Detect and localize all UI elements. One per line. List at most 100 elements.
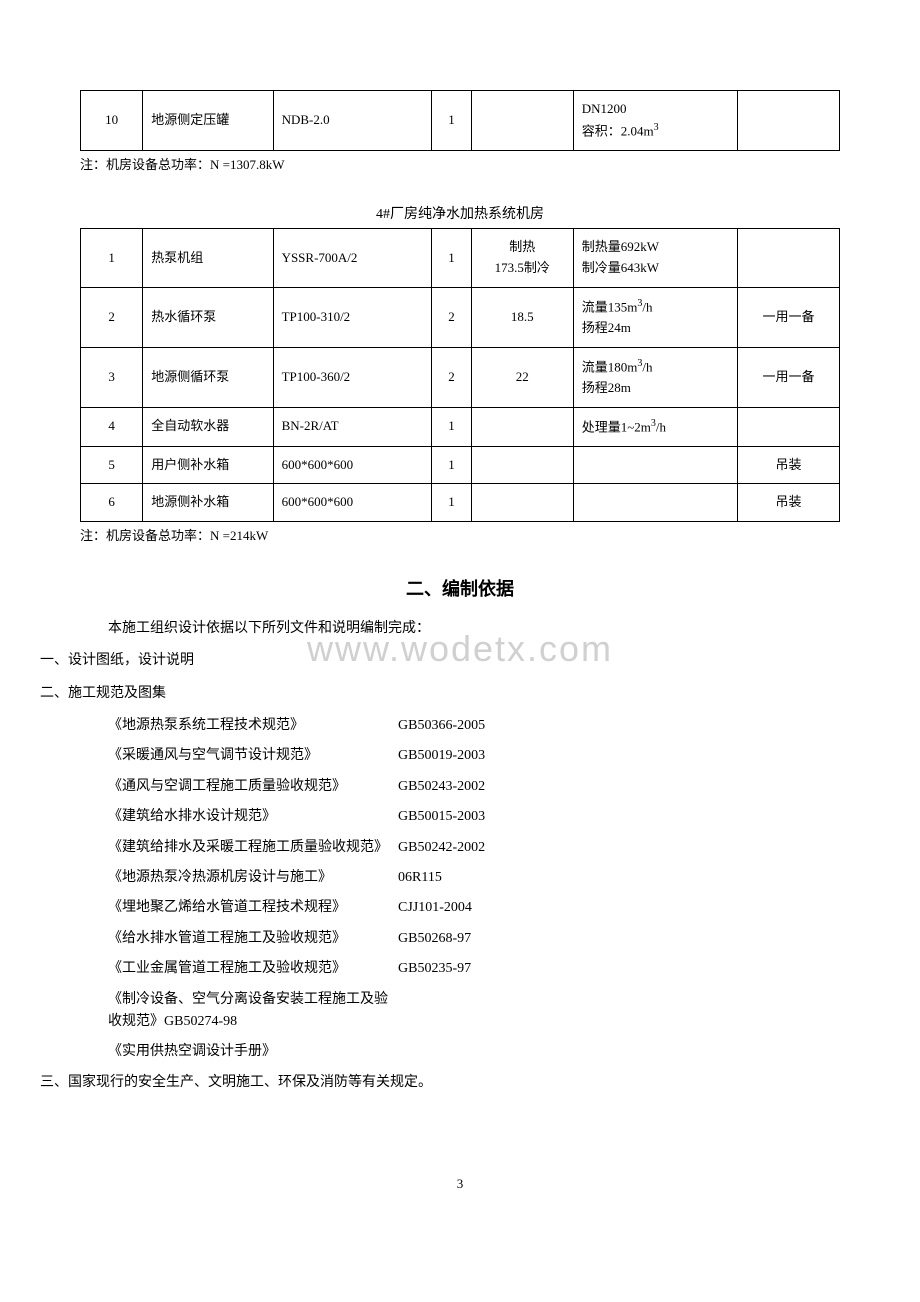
table-cell: 一用一备 <box>738 287 840 347</box>
spec-name: 《给水排水管道工程施工及验收规范》 <box>108 928 398 950</box>
table-cell: 1 <box>432 407 472 446</box>
table-cell: 600*600*600 <box>273 446 432 484</box>
spec-row: 《给水排水管道工程施工及验收规范》GB50268-97 <box>108 928 840 950</box>
table-cell: 5 <box>81 446 143 484</box>
table-cell: 制热173.5制冷 <box>471 229 573 288</box>
spec-name: 《采暖通风与空气调节设计规范》 <box>108 745 398 767</box>
table-cell: TP100-360/2 <box>273 347 432 407</box>
page-number: 3 <box>80 1174 840 1195</box>
table-row: 2热水循环泵TP100-310/2218.5流量135m3/h扬程24m一用一备 <box>81 287 840 347</box>
section-2-item-3: 三、国家现行的安全生产、文明施工、环保及消防等有关规定。 <box>40 1072 840 1094</box>
spec-code: GB50268-97 <box>398 928 840 950</box>
spec-code: GB50019-2003 <box>398 745 840 767</box>
spec-row: 《实用供热空调设计手册》 <box>108 1041 840 1063</box>
table-row: 4全自动软水器BN-2R/AT1 处理量1~2m3/h <box>81 407 840 446</box>
table-cell <box>471 91 573 151</box>
table-cell: TP100-310/2 <box>273 287 432 347</box>
table-1-note: 注：机房设备总功率：N =1307.8kW <box>80 155 840 176</box>
spec-row: 《埋地聚乙烯给水管道工程技术规程》CJJ101-2004 <box>108 897 840 919</box>
table-cell: 600*600*600 <box>273 484 432 522</box>
spec-row: 《地源热泵冷热源机房设计与施工》06R115 <box>108 867 840 889</box>
spec-name: 《埋地聚乙烯给水管道工程技术规程》 <box>108 897 398 919</box>
table-cell: 制热量692kW制冷量643kW <box>573 229 737 288</box>
table-cell <box>471 484 573 522</box>
table-cell <box>471 407 573 446</box>
table-row: 10地源侧定压罐NDB-2.01 DN1200容积：2.04m3 <box>81 91 840 151</box>
table-cell: 热泵机组 <box>143 229 273 288</box>
table-cell: 地源侧定压罐 <box>143 91 273 151</box>
spec-name: 《建筑给排水及采暖工程施工质量验收规范》 <box>108 837 398 859</box>
table-cell: 22 <box>471 347 573 407</box>
table-cell: YSSR-700A/2 <box>273 229 432 288</box>
table-cell: 处理量1~2m3/h <box>573 407 737 446</box>
spec-code: GB50235-97 <box>398 958 840 980</box>
table-cell: 1 <box>432 229 472 288</box>
table-cell: BN-2R/AT <box>273 407 432 446</box>
table-cell: 2 <box>432 347 472 407</box>
spec-name: 《地源热泵冷热源机房设计与施工》 <box>108 867 398 889</box>
spec-code: CJJ101-2004 <box>398 897 840 919</box>
spec-row: 《地源热泵系统工程技术规范》GB50366-2005 <box>108 715 840 737</box>
spec-name: 《工业金属管道工程施工及验收规范》 <box>108 958 398 980</box>
table-2-note: 注：机房设备总功率：N =214kW <box>80 526 840 547</box>
table-cell <box>573 484 737 522</box>
table-cell <box>738 91 840 151</box>
table-cell: 1 <box>432 91 472 151</box>
table-cell: 热水循环泵 <box>143 287 273 347</box>
table-cell <box>471 446 573 484</box>
spec-name: 《实用供热空调设计手册》 <box>108 1041 398 1063</box>
table-row: 1热泵机组YSSR-700A/21制热173.5制冷制热量692kW制冷量643… <box>81 229 840 288</box>
table-cell: 全自动软水器 <box>143 407 273 446</box>
table-cell: 1 <box>432 446 472 484</box>
table-cell: 6 <box>81 484 143 522</box>
table-cell: 10 <box>81 91 143 151</box>
spec-code <box>398 1041 840 1063</box>
table-cell: 3 <box>81 347 143 407</box>
section-2-item-1: 一、设计图纸，设计说明 <box>40 650 840 672</box>
spec-row: 《建筑给排水及采暖工程施工质量验收规范》GB50242-2002 <box>108 837 840 859</box>
table-row: 5用户侧补水箱600*600*6001 吊装 <box>81 446 840 484</box>
spec-code: GB50366-2005 <box>398 715 840 737</box>
spec-code <box>398 989 840 1034</box>
spec-list: 《地源热泵系统工程技术规范》GB50366-2005《采暖通风与空气调节设计规范… <box>108 715 840 1064</box>
table-cell: 吊装 <box>738 484 840 522</box>
table-row: 3地源侧循环泵TP100-360/2222流量180m3/h扬程28m一用一备 <box>81 347 840 407</box>
spec-code: GB50015-2003 <box>398 806 840 828</box>
spec-row: 《工业金属管道工程施工及验收规范》GB50235-97 <box>108 958 840 980</box>
section-2-item-2: 二、施工规范及图集 <box>40 683 840 705</box>
table-cell: 一用一备 <box>738 347 840 407</box>
table-cell: 4 <box>81 407 143 446</box>
table-cell: 2 <box>81 287 143 347</box>
table-cell: 流量180m3/h扬程28m <box>573 347 737 407</box>
page-content: 10地源侧定压罐NDB-2.01DN1200容积：2.04m3 注：机房设备总功… <box>80 90 840 1195</box>
table-cell: 用户侧补水箱 <box>143 446 273 484</box>
table-cell: 2 <box>432 287 472 347</box>
section-2-intro: 本施工组织设计依据以下所列文件和说明编制完成： <box>80 618 840 640</box>
table-cell: 地源侧补水箱 <box>143 484 273 522</box>
section-2-heading: 二、编制依据 <box>80 575 840 604</box>
table-cell: 1 <box>81 229 143 288</box>
table-2-title: 4#厂房纯净水加热系统机房 <box>80 204 840 226</box>
table-row: 6地源侧补水箱600*600*6001吊装 <box>81 484 840 522</box>
spec-row: 《制冷设备、空气分离设备安装工程施工及验收规范》GB50274-98 <box>108 989 840 1034</box>
spec-name: 《通风与空调工程施工质量验收规范》 <box>108 776 398 798</box>
table-2: 1热泵机组YSSR-700A/21制热173.5制冷制热量692kW制冷量643… <box>80 228 840 522</box>
table-cell: 地源侧循环泵 <box>143 347 273 407</box>
table-cell: DN1200容积：2.04m3 <box>573 91 737 151</box>
spec-name: 《建筑给水排水设计规范》 <box>108 806 398 828</box>
spec-name: 《制冷设备、空气分离设备安装工程施工及验收规范》GB50274-98 <box>108 989 398 1034</box>
table-cell: 18.5 <box>471 287 573 347</box>
table-cell: 流量135m3/h扬程24m <box>573 287 737 347</box>
table-cell <box>738 229 840 288</box>
table-cell <box>738 407 840 446</box>
spec-code: 06R115 <box>398 867 840 889</box>
table-cell: 吊装 <box>738 446 840 484</box>
spec-name: 《地源热泵系统工程技术规范》 <box>108 715 398 737</box>
spec-row: 《通风与空调工程施工质量验收规范》GB50243-2002 <box>108 776 840 798</box>
spec-code: GB50242-2002 <box>398 837 840 859</box>
spec-row: 《建筑给水排水设计规范》GB50015-2003 <box>108 806 840 828</box>
spec-code: GB50243-2002 <box>398 776 840 798</box>
table-cell: NDB-2.0 <box>273 91 432 151</box>
table-1: 10地源侧定压罐NDB-2.01 DN1200容积：2.04m3 <box>80 90 840 151</box>
spec-row: 《采暖通风与空气调节设计规范》GB50019-2003 <box>108 745 840 767</box>
